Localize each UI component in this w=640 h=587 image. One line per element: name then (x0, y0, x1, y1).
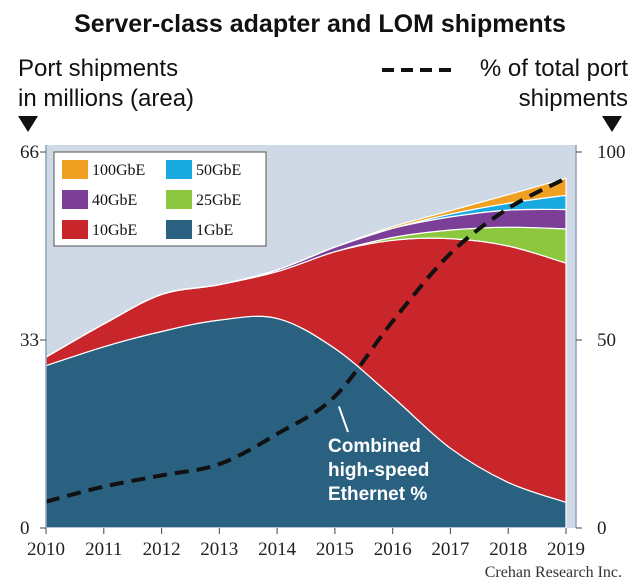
x-tick-2010: 2010 (27, 539, 65, 560)
legend-swatch-10gbe (62, 220, 88, 239)
legend-swatch-25gbe (166, 190, 192, 209)
x-tick-2018: 2018 (489, 539, 527, 560)
annotation-line-3: Ethernet % (328, 484, 427, 505)
legend-label-100gbe: 100GbE (92, 162, 145, 179)
left-tick-66: 66 (20, 142, 39, 163)
legend-label-50gbe: 50GbE (196, 162, 241, 179)
x-tick-2015: 2015 (316, 539, 354, 560)
legend-swatch-1gbe (166, 220, 192, 239)
annotation-line-1: Combined (328, 436, 421, 457)
x-tick-2013: 2013 (200, 539, 238, 560)
x-axis-ticks: 2010 2011 2012 2013 2014 2015 2016 2017 2018 2019 (27, 528, 585, 560)
source-credit: Crehan Research Inc. (485, 564, 622, 581)
right-axis-arrow-icon (602, 116, 622, 132)
x-tick-2017: 2017 (431, 539, 469, 560)
chart-title: Server-class adapter and LOM shipments (74, 10, 566, 38)
legend-label-10gbe: 10GbE (92, 222, 137, 239)
x-tick-2014: 2014 (258, 539, 297, 560)
right-axis-ticks: 0 50 100 (576, 142, 626, 539)
left-axis-label-line-1: Port shipments (18, 55, 178, 82)
right-tick-0: 0 (597, 518, 607, 539)
legend-box (53, 151, 267, 247)
stacked-areas (45, 177, 567, 529)
pct-line (45, 176, 567, 504)
legend-label-1gbe: 1GbE (196, 222, 233, 239)
area-100gbe (45, 177, 567, 358)
left-tick-33: 33 (20, 330, 39, 351)
legend-swatch-40gbe (62, 190, 88, 209)
x-tick-2019: 2019 (547, 539, 585, 560)
annotation: Combined high-speed Ethernet % (328, 436, 429, 505)
x-tick-2016: 2016 (374, 539, 412, 560)
legend-swatch-100gbe (62, 160, 88, 179)
annotation-pointer (337, 406, 349, 433)
left-tick-0: 0 (20, 518, 30, 539)
right-axis-label-line-1: % of total port (480, 55, 628, 82)
legend-swatch-50gbe (166, 160, 192, 179)
right-tick-100: 100 (597, 142, 626, 163)
x-tick-2012: 2012 (143, 539, 181, 560)
legend: 100GbE 40GbE 10GbE 50GbE 25GbE 1GbE (53, 151, 267, 247)
legend-label-25gbe: 25GbE (196, 192, 241, 209)
right-axis-label-line-2: shipments (519, 85, 628, 112)
x-tick-2011: 2011 (85, 539, 122, 560)
annotation-line-2: high-speed (328, 460, 429, 481)
left-axis-ticks: 0 33 66 (20, 142, 46, 539)
left-axis-label-line-2: in millions (area) (18, 85, 194, 112)
right-tick-50: 50 (597, 330, 616, 351)
left-axis-arrow-icon (18, 116, 38, 132)
legend-label-40gbe: 40GbE (92, 192, 137, 209)
